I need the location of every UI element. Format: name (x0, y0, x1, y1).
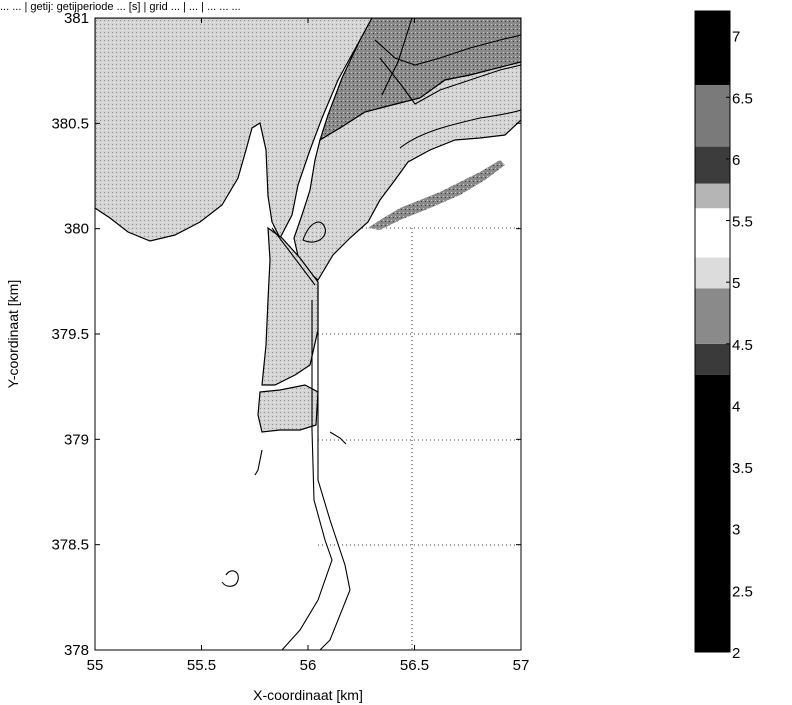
colorbar-band (695, 288, 730, 344)
y-tick-label: 380.5 (51, 115, 89, 132)
colorbar-tick-label: 5 (732, 275, 740, 292)
colorbar-band (695, 84, 730, 147)
x-tick-label: 56.5 (400, 657, 429, 674)
colorbar-tick-label: 5.5 (732, 214, 753, 231)
y-tick-label: 381 (64, 10, 89, 27)
colorbar-band (695, 257, 730, 289)
colorbar-band (695, 146, 730, 184)
colorbar-tick-label: 3.5 (732, 460, 753, 477)
plot-area (95, 18, 521, 650)
x-axis: 55 55.5 56 56.5 57 (87, 18, 530, 674)
shoal-middle-right (293, 61, 521, 281)
contour-lines (221, 18, 521, 650)
colorbar-band (695, 183, 730, 209)
y-tick-label: 379 (64, 431, 89, 448)
colorbar-tick-label: 2 (732, 645, 740, 662)
y-tick-label: 380 (64, 221, 89, 238)
colorbar-band (695, 343, 730, 375)
shoal-upper-left (95, 18, 373, 242)
colorbar-band (695, 11, 730, 85)
colorbar-tick-label: 6 (732, 152, 740, 169)
x-tick-label: 55 (87, 657, 104, 674)
colorbar-frame (694, 10, 731, 653)
colorbar-tick-label: 2.5 (732, 583, 753, 600)
y-tick-label: 379.5 (51, 326, 89, 343)
colorbar-tick-label: 3 (732, 522, 740, 539)
spit-strip (261, 226, 319, 386)
colorbar-band (695, 208, 730, 258)
colorbar-tick-label: 4 (732, 398, 740, 415)
colorbar: 2 2.5 3 3.5 4 4.5 5 5.5 6 6.5 7 (694, 10, 753, 662)
chart-title: ... ... | getij: getijperiode ... [s] | … (0, 1, 241, 13)
x-axis-label: X-coordinaat [km] (253, 687, 363, 703)
coast-stripe (368, 160, 505, 230)
y-tick-label: 378.5 (51, 537, 89, 554)
colorbar-tick-label: 6.5 (732, 90, 753, 107)
colorbar-tick-label: 7 (732, 29, 740, 46)
x-tick-label: 55.5 (187, 657, 216, 674)
x-tick-label: 56 (300, 657, 317, 674)
y-axis-label: Y-coordinaat [km] (5, 280, 21, 388)
colorbar-band (695, 374, 730, 652)
spit-lower (257, 384, 319, 433)
x-tick-label: 57 (513, 657, 530, 674)
y-tick-label: 378 (64, 642, 89, 659)
colorbar-tick-label: 4.5 (732, 337, 753, 354)
y-axis: 378 378.5 379 379.5 380 380.5 381 (51, 10, 521, 659)
